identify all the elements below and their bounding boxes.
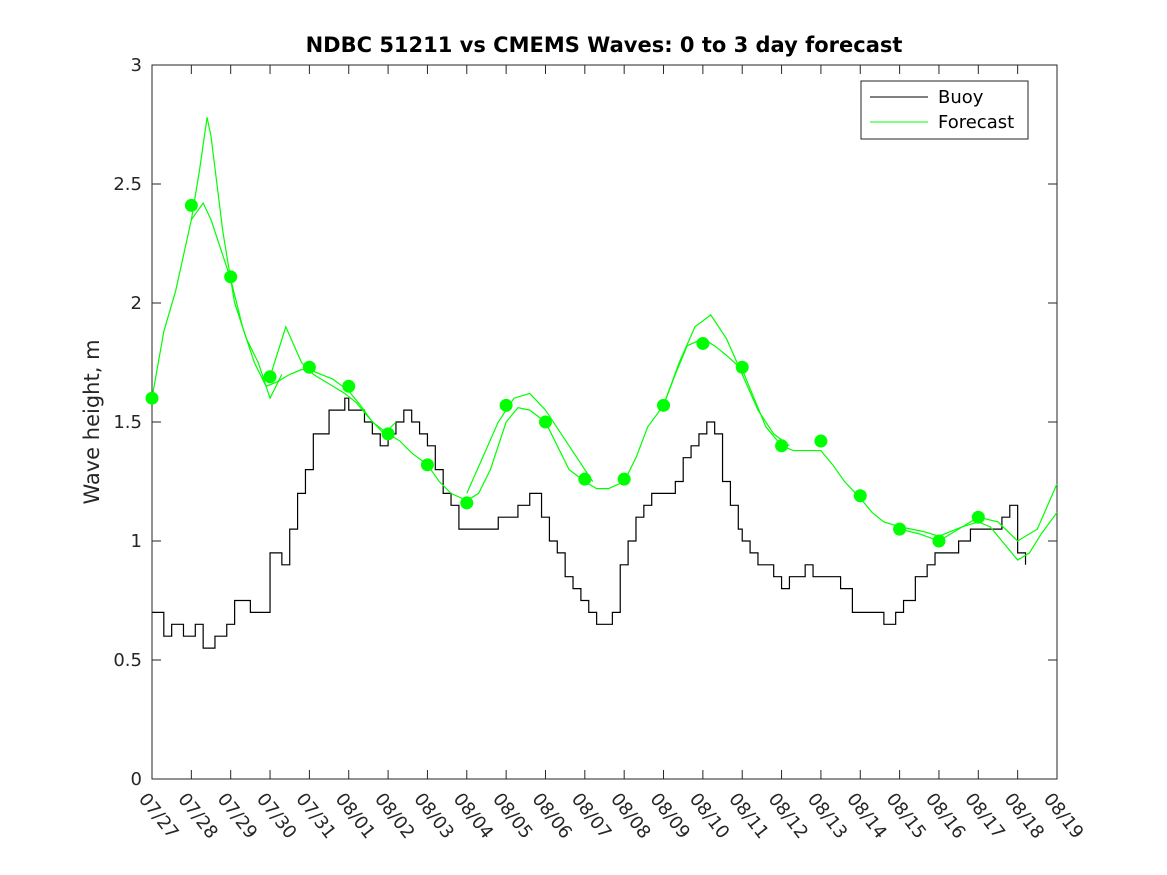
forecast-point [814,434,828,448]
forecast-point [145,391,159,405]
y-tick-label: 1.5 [113,412,142,433]
forecast-point [263,370,277,384]
y-tick-label: 0 [131,769,142,790]
forecast-point [499,398,513,412]
forecast-point [538,415,552,429]
forecast-point [971,510,985,524]
forecast-run-line [662,314,790,447]
forecast-point [302,360,316,374]
forecast-point [735,360,749,374]
tick-marks [151,64,1058,780]
forecast-point [617,472,631,486]
forecast-run-line [190,117,283,400]
buoy-series [152,397,1027,649]
y-axis-label: Wave height, m [80,339,104,504]
forecast-run-line [269,325,397,435]
forecast-point [932,534,946,548]
forecast-point [696,336,710,350]
forecast-point [578,472,592,486]
buoy-line [152,397,1027,649]
legend-buoy-label: Buoy [938,87,984,108]
y-tick-label: 1 [131,531,142,552]
legend: Buoy Forecast [860,80,1029,140]
y-tick-label: 0.5 [113,650,142,671]
legend-forecast-label: Forecast [938,112,1014,133]
forecast-point [460,496,474,510]
forecast-point [342,379,356,393]
forecast-point [420,458,434,472]
chart-title: NDBC 51211 vs CMEMS Waves: 0 to 3 day fo… [306,33,903,57]
forecast-point [853,489,867,503]
plot-area [151,64,1058,780]
forecast-point [184,198,198,212]
forecast-point [657,398,671,412]
forecast-point [224,270,238,284]
legend-box [860,80,1029,140]
forecast-point [381,427,395,441]
y-tick-labels: 0 0.5 1 1.5 2 2.5 3 [113,55,142,790]
y-tick-label: 2 [131,293,142,314]
forecast-run-line [466,392,594,494]
y-tick-label: 2.5 [113,174,142,195]
forecast-point [893,522,907,536]
forecast-initial-points [145,198,985,548]
y-tick-label: 3 [131,55,142,76]
forecast-point [775,439,789,453]
